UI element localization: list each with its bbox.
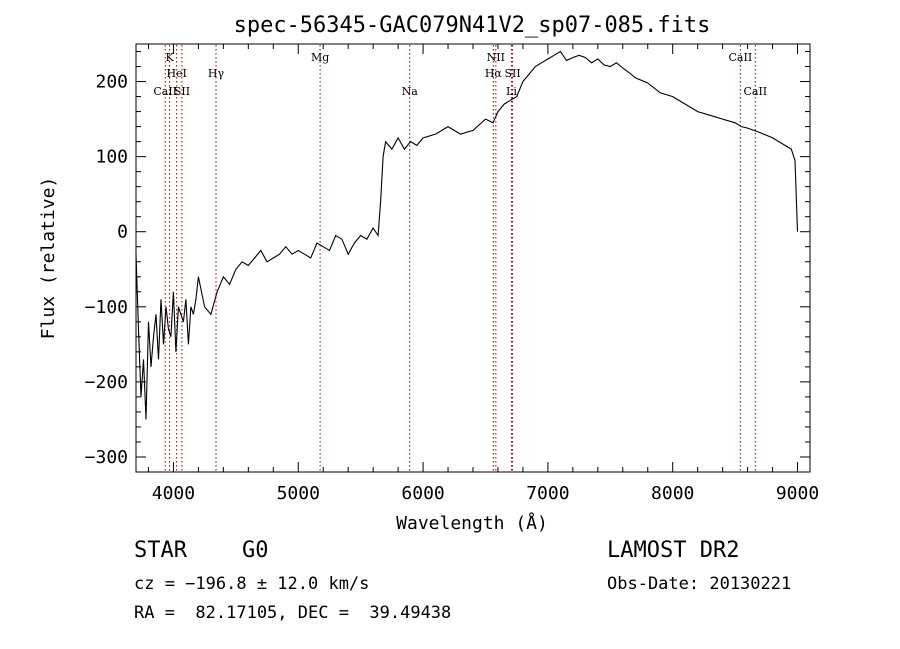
marker-label-5: Mg [311,51,329,64]
y-tick-label-2: −100 [85,297,128,318]
marker-label-7: NII [487,51,505,64]
x-tick-label-3: 7000 [526,483,569,504]
y-tick-label-3: 0 [117,222,128,243]
x-tick-label-4: 8000 [651,483,694,504]
chart-title: spec-56345-GAC079N41V2_sp07-085.fits [234,13,711,38]
redshift-text: cz = −196.8 ± 12.0 km/s [134,574,370,594]
y-tick-label-5: 200 [95,72,128,93]
class-label: STAR [134,538,187,563]
y-tick-label-4: 100 [95,147,128,168]
marker-label-11: CaII [729,51,753,64]
y-tick-label-1: −200 [85,372,128,393]
x-tick-label-5: 9000 [776,483,819,504]
x-tick-label-1: 5000 [277,483,320,504]
subclass-label: G0 [242,538,269,563]
marker-label-3: SII [174,85,190,98]
y-axis-label: Flux (relative) [38,177,59,340]
marker-label-10: Li [506,85,517,98]
y-tick-label-0: −300 [85,447,128,468]
x-axis-label: Wavelength (Å) [396,512,548,534]
plot-frame [135,43,811,473]
coordinates-text: RA = 82.17105, DEC = 39.49438 [134,603,452,623]
marker-label-0: CaII [153,85,177,98]
spectrum-line-0 [135,50,799,420]
obs-date-text: Obs-Date: 20130221 [607,574,792,594]
marker-label-8: Hα [485,67,503,80]
y-axis-ticks: −300 −200 −100 0 100 200 [85,51,810,468]
marker-label-9: SII [504,67,520,80]
marker-label-4: Hγ [208,67,225,80]
marker-label-6: Na [402,85,419,98]
spectrum-line-group [135,50,799,420]
x-tick-label-0: 4000 [152,483,195,504]
marker-label-12: CaII [743,85,767,98]
survey-label: LAMOST DR2 [607,538,740,563]
marker-label-1: K [165,51,174,64]
x-axis-ticks: 4000 5000 6000 7000 8000 9000 [147,44,819,504]
x-tick-label-2: 6000 [401,483,444,504]
marker-label-2: HeI [166,67,186,80]
